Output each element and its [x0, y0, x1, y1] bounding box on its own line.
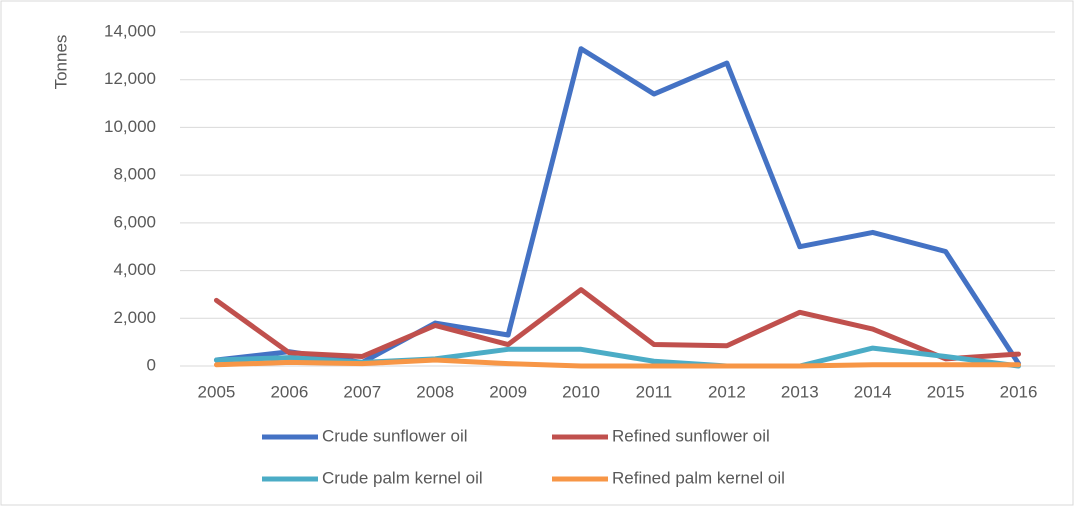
- x-tick-label: 2007: [343, 382, 381, 401]
- series-line: [213, 287, 1022, 362]
- y-tick-label: 2,000: [113, 308, 156, 327]
- legend-label: Refined palm kernel oil: [612, 468, 785, 487]
- x-tick-label: 2009: [489, 382, 527, 401]
- legend-label: Refined sunflower oil: [612, 426, 770, 445]
- y-tick-label: 14,000: [104, 21, 156, 40]
- y-tick-label: 10,000: [104, 117, 156, 136]
- x-tick-label: 2011: [636, 382, 673, 401]
- x-tick-label: 2016: [1000, 382, 1038, 401]
- legend-label: Crude palm kernel oil: [322, 468, 483, 487]
- y-tick-label: 8,000: [113, 165, 156, 184]
- y-axis-label: Tonnes: [51, 35, 70, 90]
- x-tick-label: 2013: [781, 382, 819, 401]
- y-tick-label: 6,000: [113, 212, 156, 231]
- x-tick-label: 2015: [927, 382, 965, 401]
- y-tick-label: 12,000: [104, 69, 156, 88]
- x-tick-label: 2010: [562, 382, 600, 401]
- x-tick-label: 2012: [708, 382, 746, 401]
- y-tick-label: 4,000: [113, 260, 156, 279]
- y-tick-label: 0: [147, 355, 156, 374]
- x-tick-label: 2005: [198, 382, 236, 401]
- x-tick-label: 2006: [270, 382, 308, 401]
- x-tick-label: 2014: [854, 382, 892, 401]
- legend-label: Crude sunflower oil: [322, 426, 468, 445]
- series-line: [213, 357, 1022, 369]
- x-tick-label: 2008: [416, 382, 454, 401]
